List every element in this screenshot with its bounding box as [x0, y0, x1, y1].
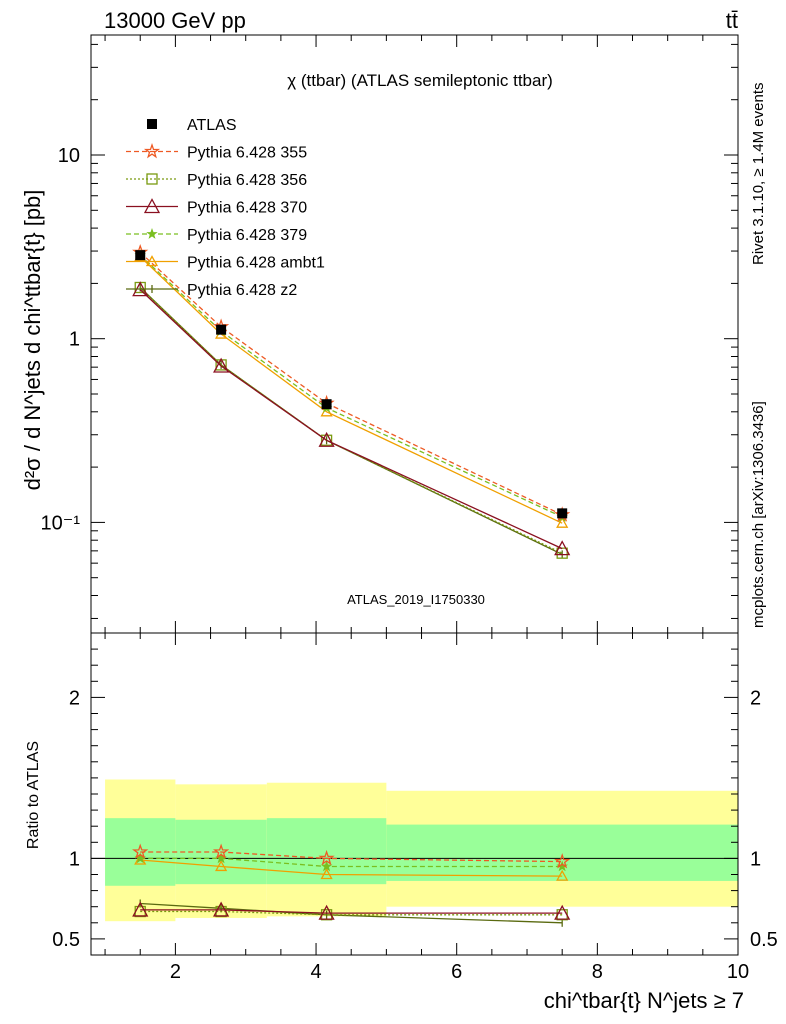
- lower-plot: [132, 843, 571, 927]
- lower-point-pythia-6-428-379: [320, 860, 333, 872]
- lower-point-pythia-6-428-370: [554, 904, 571, 920]
- x-tick-label: 8: [592, 961, 603, 983]
- upper-plot: [132, 243, 571, 559]
- upper-point-pythia-6-428-356: [320, 434, 333, 446]
- upper-point-atlas: [321, 399, 332, 410]
- y-tick-label-right: 0.5: [750, 929, 778, 951]
- y-tick-label: 1: [69, 329, 80, 351]
- upper-point-pythia-6-428-ambt1: [556, 516, 569, 528]
- legend-label-pythia-6-428-379: Pythia 6.428 379: [187, 227, 307, 244]
- lower-point-pythia-6-428-370: [213, 901, 230, 917]
- y-tick-label-right: 2: [750, 687, 761, 709]
- legend-marker-pythia-6-428-356: [146, 173, 158, 185]
- upper-point-pythia-6-428-370: [318, 431, 335, 447]
- lower-point-pythia-6-428-355: [132, 843, 149, 859]
- x-axis-label: chi^tbar{t} N^jets ≥ 7: [544, 988, 744, 1013]
- legend-label-pythia-6-428-370: Pythia 6.428 370: [187, 200, 307, 217]
- upper-line-pythia-6-428-370: [139, 289, 563, 550]
- y-tick-label: 1: [69, 848, 80, 870]
- header-right: tt̄: [726, 8, 738, 33]
- legend: ATLAS Pythia 6.428 355 Pythia 6.428 356 Pyt…: [126, 117, 325, 299]
- lower-point-pythia-6-428-ambt1: [214, 860, 228, 872]
- analysis-id: ATLAS_2019_I1750330: [347, 592, 485, 607]
- lower-line-pythia-6-428-370: [140, 909, 563, 914]
- lower-line-pythia-6-428-ambt1: [140, 859, 563, 877]
- legend-label-pythia-6-428-ambt1: Pythia 6.428 ambt1: [187, 255, 325, 272]
- x-tick-label: 10: [727, 961, 749, 983]
- lower-point-pythia-6-428-370: [132, 901, 149, 917]
- upper-point-atlas: [135, 250, 146, 261]
- legend-label-atlas: ATLAS: [187, 117, 237, 134]
- lower-point-pythia-6-428-355: [318, 849, 335, 866]
- lower-axes: 2 4 6 8 10 2 2 1 1 0.5 0.5: [52, 632, 778, 983]
- legend-label-pythia-6-428-356: Pythia 6.428 356: [187, 172, 307, 189]
- rivet-label: Rivet 3.1.10, ≥ 1.4M events: [750, 83, 767, 266]
- legend-marker-atlas: [147, 119, 157, 129]
- y-tick-label-right: 1: [750, 848, 761, 870]
- legend-marker-pythia-6-428-355: [143, 142, 161, 159]
- upper-line-pythia-6-428-356: [139, 287, 563, 554]
- lower-point-pythia-6-428-355: [554, 853, 571, 869]
- upper-line-pythia-6-428-355: [139, 251, 563, 516]
- band-inner-3: [386, 824, 738, 881]
- lower-point-pythia-6-428-370: [318, 904, 335, 920]
- x-tick-label: 2: [170, 961, 181, 983]
- upper-line-pythia-6-428-ambt1: [139, 256, 563, 524]
- y-tick-label: 2: [69, 687, 80, 709]
- lower-point-pythia-6-428-ambt1: [320, 868, 333, 880]
- x-tick-label: 4: [310, 961, 321, 983]
- source-label: mcplots.cern.ch [arXiv:1306.3436]: [750, 401, 767, 628]
- legend-marker-pythia-6-428-ambt1: [145, 255, 159, 267]
- lower-line-pythia-6-428-379: [140, 857, 563, 868]
- y-axis-label-lower: Ratio to ATLAS: [25, 741, 42, 849]
- upper-point-atlas: [216, 324, 227, 335]
- y-tick-label: 10⁻¹: [41, 512, 81, 534]
- lower-line-pythia-6-428-356: [140, 910, 563, 916]
- upper-point-atlas: [557, 508, 568, 519]
- y-tick-label: 0.5: [52, 929, 80, 951]
- y-tick-label: 10: [58, 145, 80, 167]
- header-left: 13000 GeV pp: [104, 8, 246, 33]
- legend-label-pythia-6-428-z2: Pythia 6.428 z2: [187, 282, 297, 299]
- upper-point-pythia-6-428-370: [213, 357, 230, 373]
- ratio-uncertainty-bands: [105, 779, 738, 922]
- legend-marker-pythia-6-428-370: [143, 198, 161, 214]
- lower-point-pythia-6-428-355: [213, 843, 230, 859]
- legend-marker-pythia-6-428-379: [146, 228, 158, 239]
- lower-line-pythia-6-428-355: [140, 851, 563, 863]
- lower-point-pythia-6-428-ambt1: [134, 853, 147, 865]
- x-tick-label: 6: [451, 961, 462, 983]
- lower-point-pythia-6-428-ambt1: [556, 869, 569, 881]
- lower-point-pythia-6-428-356: [556, 909, 568, 921]
- upper-line-pythia-6-428-z2: [139, 287, 563, 555]
- upper-axes: 10 1 10⁻¹: [41, 34, 739, 634]
- upper-line-pythia-6-428-379: [139, 254, 563, 518]
- chart-title: χ (ttbar) (ATLAS semileptonic ttbar): [287, 71, 553, 90]
- legend-label-pythia-6-428-355: Pythia 6.428 355: [187, 145, 307, 162]
- upper-point-pythia-6-428-370: [554, 540, 571, 556]
- y-axis-label-upper: d²σ / d N^jets d chi^ttbar{t} [pb]: [20, 190, 45, 491]
